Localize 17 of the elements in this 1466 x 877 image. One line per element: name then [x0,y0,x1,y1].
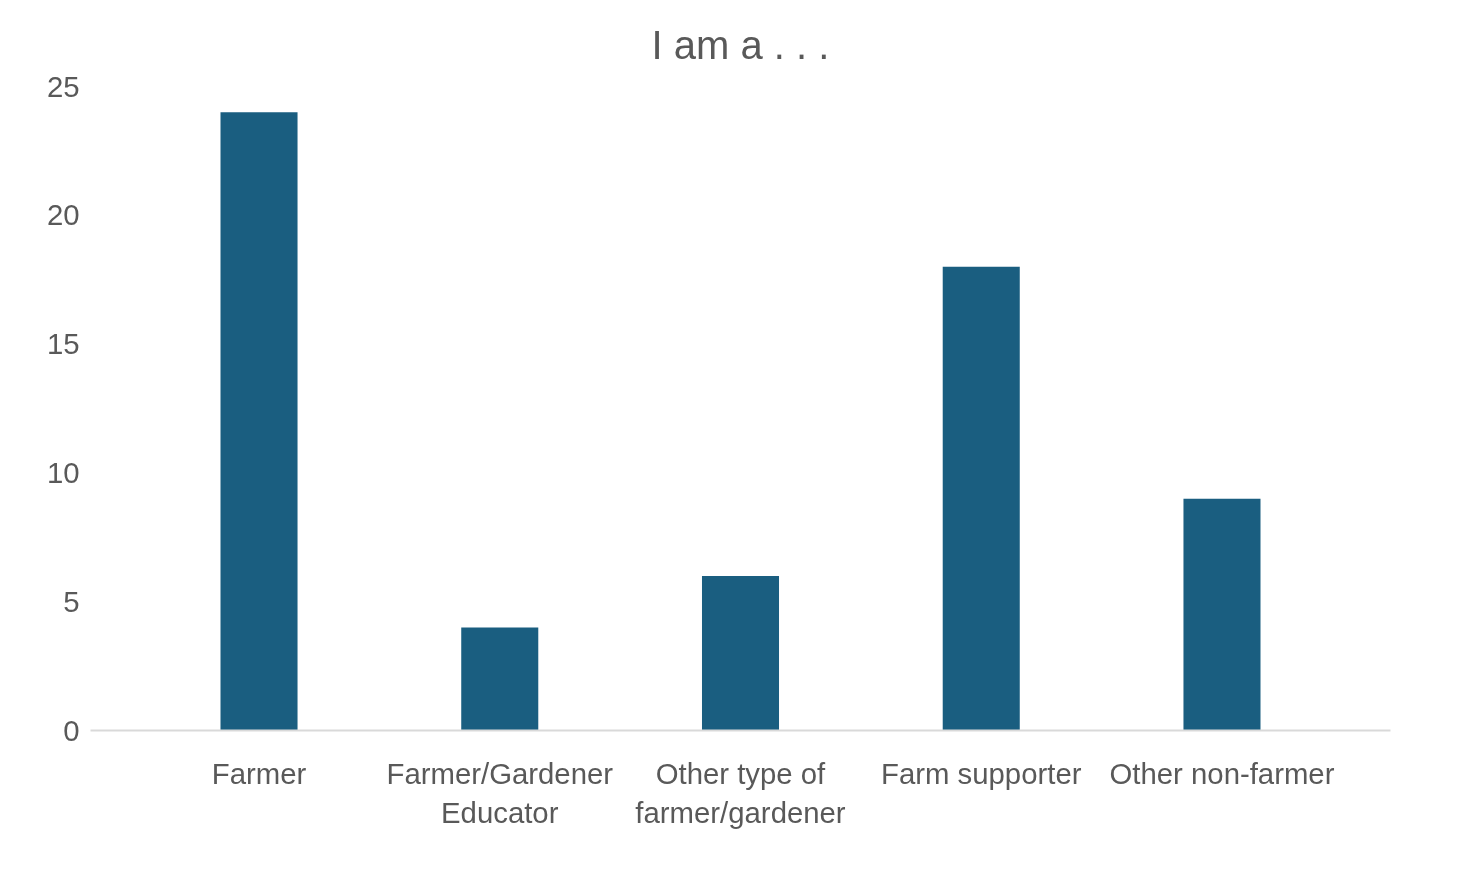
y-tick-label: 5 [63,584,80,618]
x-tick-label: Other non-farmer [1109,756,1335,790]
y-tick-label: 20 [46,198,80,232]
y-tick-label: 0 [63,713,80,747]
bar [1183,498,1261,731]
x-tick-label: Other type of farmer/gardener [635,756,846,830]
bar [942,266,1020,731]
bar [701,575,780,731]
y-tick-label: 10 [46,455,80,489]
x-tick-label: Farmer [211,756,307,790]
x-tick-label: Farm supporter [881,756,1082,790]
bar [220,112,298,731]
chart-title: I am a . . . [651,22,830,67]
x-tick-label: Farmer/Gardener Educator [386,756,614,830]
bar [461,627,539,731]
y-tick-label: 15 [46,327,80,361]
y-tick-label: 25 [46,69,80,103]
